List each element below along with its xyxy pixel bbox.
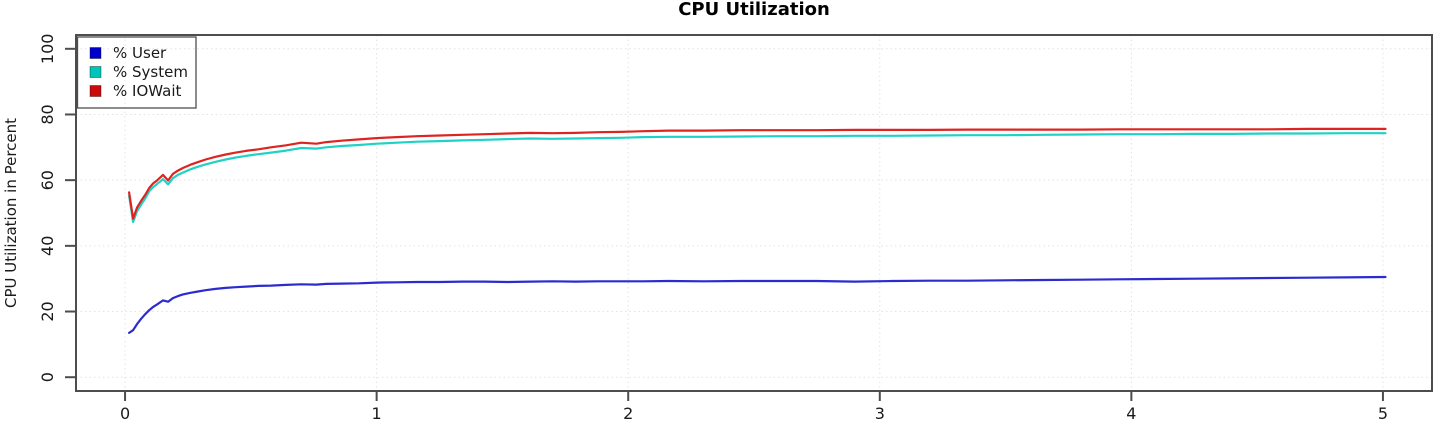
gridlines — [76, 35, 1432, 391]
x-tick-label: 2 — [623, 404, 633, 423]
x-tick-label: 4 — [1126, 404, 1136, 423]
legend-swatch-iowait — [89, 85, 102, 97]
y-tick-label: 60 — [38, 170, 57, 190]
y-tick-label: 100 — [38, 34, 57, 65]
x-tick-label: 3 — [875, 404, 885, 423]
x-tick-label: 0 — [120, 404, 130, 423]
legend-label-user: % User — [113, 44, 167, 62]
plot-border — [75, 34, 1433, 392]
legend-box — [76, 36, 197, 109]
legend-swatch-user — [89, 47, 102, 59]
series-line-iowait — [128, 127, 1387, 220]
legend: % User% System% IOWait — [76, 36, 197, 109]
series-line-system — [128, 132, 1387, 223]
y-tick-label: 80 — [38, 104, 57, 124]
y-axis-title: CPU Utilization in Percent — [2, 118, 20, 308]
series-line-user — [128, 275, 1387, 334]
legend-label-iowait: % IOWait — [113, 82, 181, 100]
x-tick-label: 5 — [1378, 404, 1388, 423]
chart-title: CPU Utilization — [678, 0, 830, 20]
y-tick-label: 20 — [38, 301, 57, 321]
y-tick-label: 0 — [38, 372, 57, 382]
y-tick-label: 40 — [38, 236, 57, 256]
legend-label-system: % System — [113, 63, 188, 81]
axes: 0 1 2 3 4 5 0 20 40 60 80 100 — [38, 34, 1388, 423]
x-tick-label: 1 — [372, 404, 382, 423]
legend-swatch-system — [89, 66, 102, 78]
